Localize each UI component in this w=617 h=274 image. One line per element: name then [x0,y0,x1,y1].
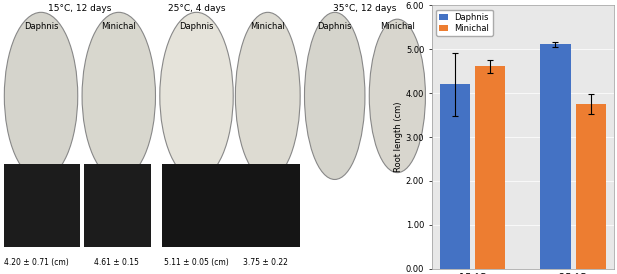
Text: 15°C, 12 days: 15°C, 12 days [48,4,112,13]
Text: Daphnis: Daphnis [318,22,352,31]
Text: Minichal: Minichal [251,22,285,31]
Text: 4.61 ± 0.15: 4.61 ± 0.15 [94,258,139,267]
Ellipse shape [369,19,426,173]
Ellipse shape [4,12,78,179]
Text: 5.11 ± 0.05 (cm): 5.11 ± 0.05 (cm) [164,258,229,267]
Text: 35°C, 12 days: 35°C, 12 days [333,4,397,13]
Bar [576,104,606,269]
Bar [84,164,151,247]
Text: Minichal: Minichal [380,22,415,31]
Ellipse shape [304,12,365,179]
Bar [475,66,505,269]
Text: Daphnis: Daphnis [24,22,58,31]
Bar [162,164,300,247]
Ellipse shape [160,12,233,179]
Legend: Daphnis, Minichal: Daphnis, Minichal [436,10,492,36]
Text: 4.20 ± 0.71 (cm): 4.20 ± 0.71 (cm) [4,258,69,267]
Bar [540,44,571,269]
Bar [4,164,80,247]
Ellipse shape [82,12,155,179]
Bar [440,84,470,269]
Ellipse shape [235,12,300,179]
Text: Daphnis: Daphnis [180,22,213,31]
Y-axis label: Root length (cm): Root length (cm) [394,102,403,172]
Text: Minichal: Minichal [101,22,136,31]
Text: 25°C, 4 days: 25°C, 4 days [168,4,225,13]
Text: 3.75 ± 0.22: 3.75 ± 0.22 [243,258,288,267]
